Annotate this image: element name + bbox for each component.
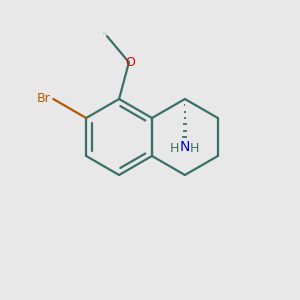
- Text: H: H: [170, 142, 180, 155]
- Text: O: O: [125, 56, 135, 69]
- Text: Br: Br: [37, 92, 50, 106]
- Text: N: N: [180, 140, 190, 154]
- Text: H: H: [190, 142, 200, 155]
- Text: methyl: methyl: [103, 32, 107, 34]
